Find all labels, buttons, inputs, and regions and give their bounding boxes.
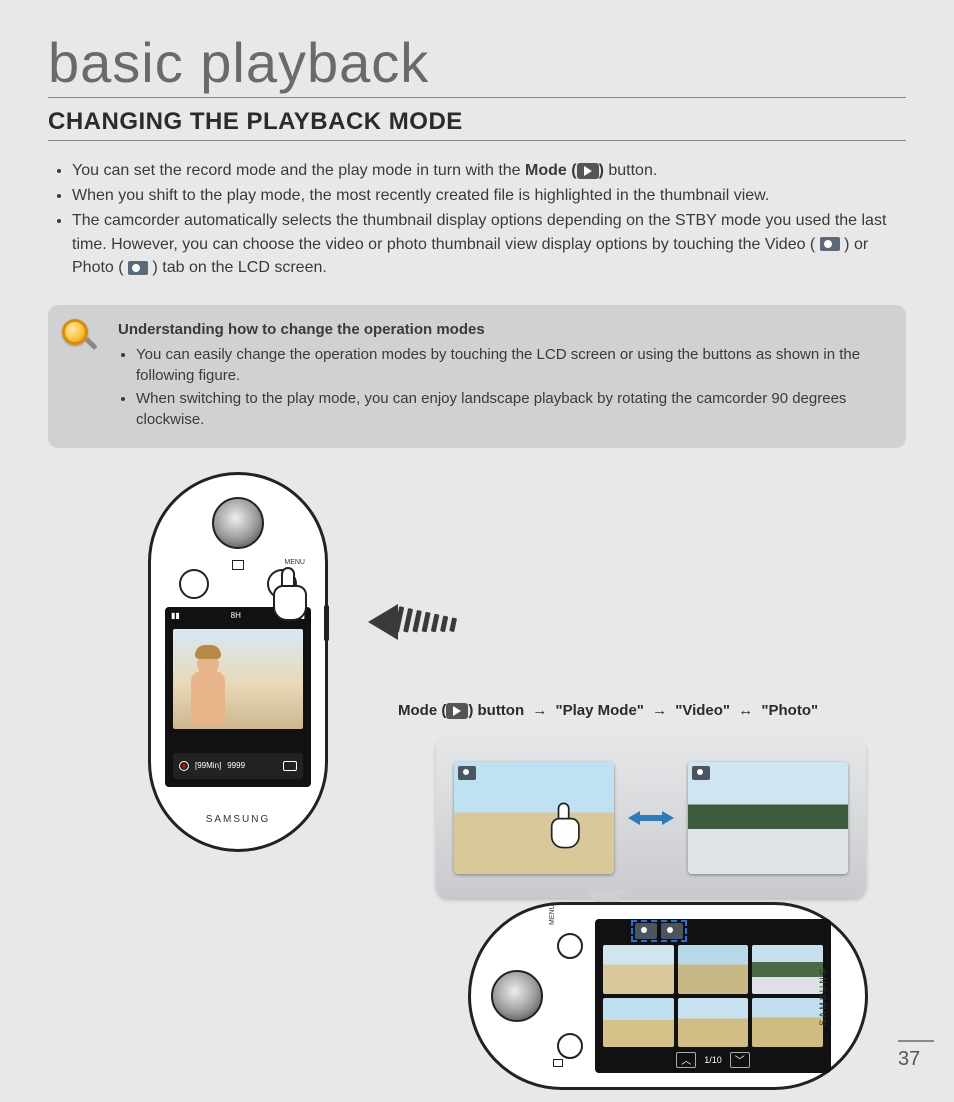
rotate-arrow-icon (368, 592, 488, 652)
thumbnail-item (678, 998, 749, 1047)
info-callout: Understanding how to change the operatio… (48, 305, 906, 448)
thumbnail-nav: ︿ 1/10 ﹀ (595, 1050, 831, 1070)
camcorder-landscape: MENU ︿ 1/10 ﹀ (468, 902, 868, 1090)
mode-flow-text: Mode ( ) button → "Play Mode" → "Video" ↔… (398, 702, 906, 719)
arrow-icon: → (652, 702, 667, 719)
thumbnail-item (752, 945, 823, 994)
status-time: 8H (231, 611, 241, 625)
thumbnail-grid (603, 945, 823, 1047)
prev-page-button: ︿ (676, 1052, 696, 1068)
next-page-button: ﹀ (730, 1052, 750, 1068)
photo-tab-icon (692, 766, 710, 780)
mode-indicator-icon (553, 1059, 563, 1067)
bullet-3-text-a: The camcorder automatically selects the … (72, 212, 886, 252)
tab-highlight-icon (631, 920, 687, 942)
bullet-1-text-a: You can set the record mode and the play… (72, 162, 525, 179)
bullet-3-text-c: ) tab on the LCD screen. (153, 259, 327, 276)
preview-subject-icon (191, 671, 225, 725)
video-tab-icon (458, 766, 476, 780)
menu-button-label: MENU (549, 904, 556, 925)
flow-step-playmode: "Play Mode" (555, 702, 643, 719)
side-ridge-icon (324, 605, 329, 641)
status-left: ▮▮ (171, 611, 180, 625)
video-thumbnail (454, 762, 614, 874)
bullet-1-mode-label: Mode ( (525, 162, 577, 179)
menu-button-label: MENU (284, 559, 305, 566)
remaining-time: [99Min] (195, 761, 221, 770)
thumbnail-item (603, 998, 674, 1047)
arrow-icon: → (532, 702, 547, 719)
bullet-1-mode-close: ) (599, 162, 609, 179)
photo-tab-icon (128, 261, 148, 275)
callout-bullet-2: When switching to the play mode, you can… (136, 388, 888, 430)
figure-area: MENU ▮▮ 8H ▮▮▮ [99Min] 9999 SAMSUNG (48, 472, 906, 1102)
swap-arrow-icon: ↔ (738, 702, 753, 719)
play-mode-icon (446, 703, 468, 719)
live-preview (173, 629, 303, 729)
flow-step-photo: "Photo" (761, 702, 818, 719)
flow-pre: Mode ( (398, 702, 446, 719)
photo-thumbnail (688, 762, 848, 874)
thumbnail-item (752, 998, 823, 1047)
mode-indicator-icon (232, 560, 244, 570)
mode-button (179, 569, 209, 599)
bullet-1: You can set the record mode and the play… (72, 159, 906, 182)
callout-title: Understanding how to change the operatio… (118, 319, 888, 340)
record-bar: [99Min] 9999 (173, 753, 303, 779)
mode-button (557, 1033, 583, 1059)
camcorder-portrait: MENU ▮▮ 8H ▮▮▮ [99Min] 9999 SAMSUNG (148, 472, 328, 852)
thumbnail-item (678, 945, 749, 994)
camera-icon (283, 761, 297, 771)
thumbnail-item (603, 945, 674, 994)
touch-hand-icon (546, 802, 589, 853)
bullet-3: The camcorder automatically selects the … (72, 209, 906, 279)
landscape-screen: ︿ 1/10 ﹀ (595, 919, 831, 1073)
record-icon (179, 761, 189, 771)
camera-lens-icon (491, 970, 543, 1022)
brand-label: SAMSUNG (151, 814, 325, 825)
bullet-1-text-b: button. (608, 162, 657, 179)
portrait-screen: ▮▮ 8H ▮▮▮ [99Min] 9999 (165, 607, 311, 787)
page-indicator: 1/10 (704, 1055, 722, 1065)
brand-label: SAMSUNG (818, 966, 828, 1026)
callout-bullet-1: You can easily change the operation mode… (136, 344, 888, 386)
play-mode-icon (577, 163, 599, 179)
thumbnail-zoom-panel (436, 738, 866, 898)
magnifier-icon (62, 319, 96, 353)
main-bullet-list: You can set the record mode and the play… (72, 159, 906, 279)
camera-lens-icon (212, 497, 264, 549)
section-heading: CHANGING THE PLAYBACK MODE (48, 108, 906, 141)
swap-arrow-icon (628, 804, 674, 832)
touch-hand-icon (267, 567, 317, 627)
video-tab-icon (820, 237, 840, 251)
flow-post: ) button (468, 702, 524, 719)
page-number: 37 (898, 1040, 934, 1071)
page-title: basic playback (48, 30, 906, 98)
shot-count: 9999 (227, 761, 245, 770)
flow-step-video: "Video" (675, 702, 730, 719)
menu-button (557, 933, 583, 959)
page-number-value: 37 (898, 1048, 920, 1070)
bullet-2: When you shift to the play mode, the mos… (72, 184, 906, 207)
